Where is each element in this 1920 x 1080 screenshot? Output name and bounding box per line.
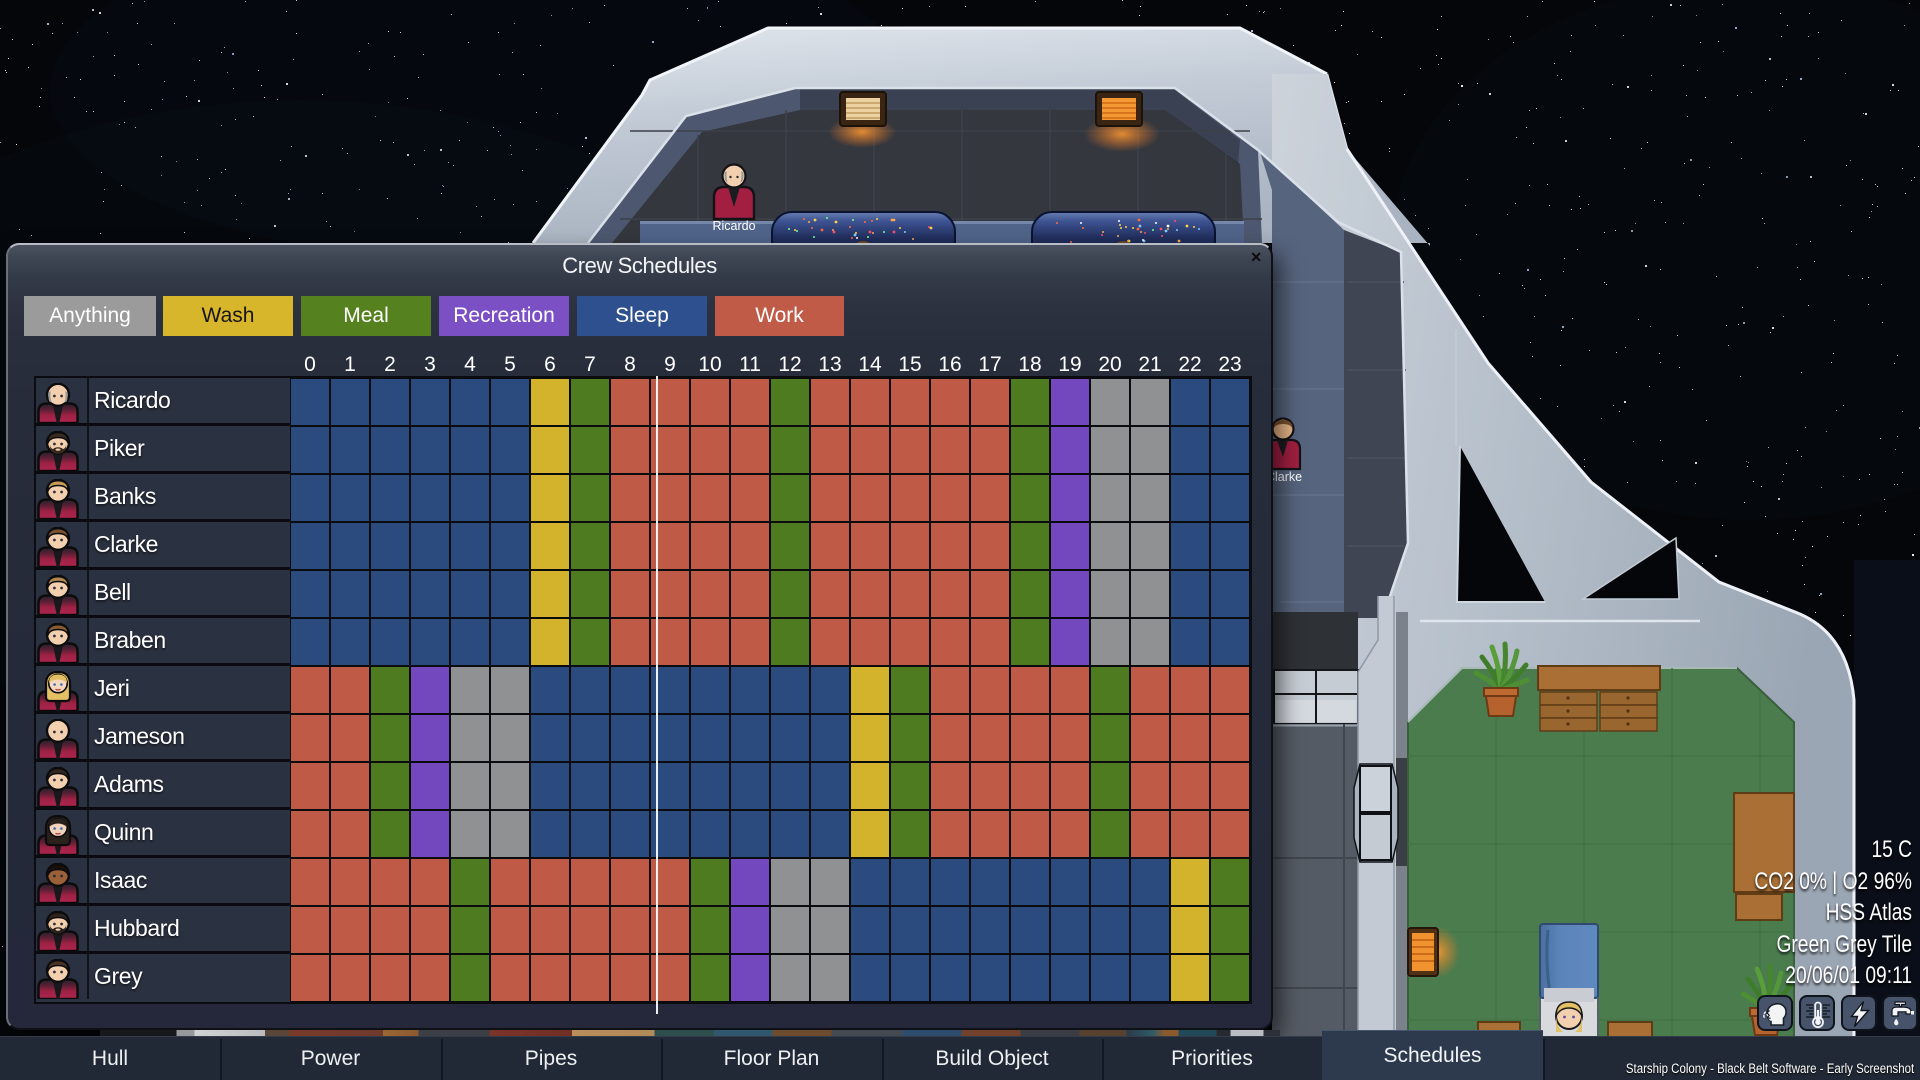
svg-text:Clarke: Clarke xyxy=(1266,470,1302,484)
svg-text:Ricardo: Ricardo xyxy=(712,219,755,233)
